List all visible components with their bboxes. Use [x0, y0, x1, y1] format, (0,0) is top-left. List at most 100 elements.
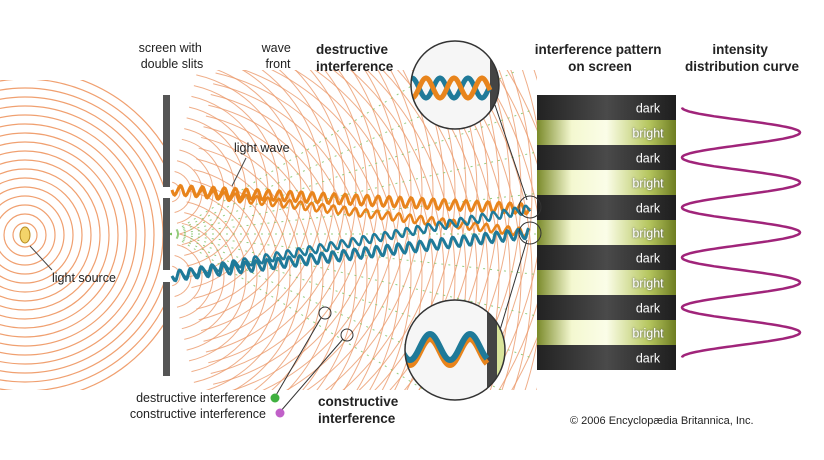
wave-arc [270, 70, 401, 390]
band-label: bright [632, 327, 664, 341]
wave-arc [324, 70, 423, 390]
wave-arc [467, 70, 533, 390]
zoom-screen [490, 41, 499, 129]
label-line: destructive [316, 42, 389, 57]
wave-arc [200, 136, 313, 390]
label-line: interference [316, 59, 394, 74]
wave-arc [193, 169, 280, 383]
band-label: dark [636, 352, 661, 366]
teal-wave [405, 330, 490, 364]
wave-arc [332, 70, 434, 390]
legend-dot [270, 393, 280, 403]
wave-arc [196, 158, 291, 390]
zoom-circle [404, 299, 506, 401]
wave-arc [472, 70, 533, 390]
node-line [170, 110, 530, 235]
wave-arc [453, 70, 522, 390]
teal-wave [170, 227, 531, 283]
label-line: double slits [141, 57, 204, 71]
wave-arc [358, 70, 445, 390]
zoom-circle [410, 40, 500, 130]
wave-arc [203, 126, 324, 390]
wave-arc [208, 70, 346, 364]
light-waves [170, 183, 532, 283]
band-label: dark [636, 252, 661, 266]
bright-band [537, 120, 676, 145]
wave-arc [172, 265, 181, 287]
label-line: on screen [568, 59, 632, 74]
zoom-screen [487, 300, 497, 400]
bright-band [537, 320, 676, 345]
band-label: bright [632, 177, 664, 191]
wave-arc [198, 147, 302, 390]
wave-arc [459, 70, 522, 390]
dark-band [537, 295, 676, 320]
wave-arc [0, 195, 65, 275]
label: destructive interference [316, 42, 394, 74]
wave-arc [314, 70, 423, 390]
wave-arc [242, 70, 390, 390]
detail-circle [340, 328, 354, 342]
legend-label: destructive interference [136, 391, 266, 405]
band-label: dark [636, 152, 661, 166]
node-line [170, 70, 439, 235]
wave-arc [213, 83, 368, 390]
zoom-bg [411, 41, 499, 129]
wave-arc [374, 70, 456, 390]
detail-circle [518, 221, 542, 245]
wave-arc [0, 87, 163, 383]
label: screen with double slits [139, 41, 206, 71]
legend-label: constructive interference [130, 407, 266, 421]
wave-arc [179, 233, 214, 319]
wave-arc [176, 244, 203, 308]
label-line: wave [261, 41, 291, 55]
wave-arc [342, 70, 434, 390]
label-line: distribution curve [685, 59, 800, 74]
label-line: constructive [318, 394, 399, 409]
node-line [170, 233, 537, 317]
bright-band [537, 170, 676, 195]
teal-wave [170, 204, 532, 281]
wave-arc [0, 141, 119, 329]
legend-dot [275, 408, 285, 418]
wave-arc [432, 70, 500, 390]
orange-wave [411, 75, 493, 101]
slit-screen [163, 282, 170, 376]
dark-band [537, 145, 676, 170]
label: wave front [261, 41, 295, 71]
wave-arc [396, 70, 478, 390]
label-line: screen with [139, 41, 202, 55]
band-label: dark [636, 202, 661, 216]
band-label: bright [632, 127, 664, 141]
wave-arc [3, 213, 47, 257]
wave-arc [213, 70, 368, 385]
wave-arc [0, 114, 146, 356]
slit-screen [163, 198, 170, 270]
wave-arc [0, 168, 92, 302]
wave-arc [0, 132, 128, 338]
wave-arc [425, 70, 500, 390]
wave-arc [0, 186, 74, 284]
zoom-destructive [411, 41, 499, 129]
detail-circle [318, 306, 332, 320]
leader-line [231, 157, 247, 187]
dark-band [537, 345, 676, 370]
leader-line [499, 239, 528, 331]
wave-arc [445, 70, 511, 390]
leader-line [274, 317, 322, 398]
wave-arc [0, 105, 155, 365]
pattern-screen: dark bright dark bright dark bright dark bright… [537, 95, 676, 370]
zoom-bright [497, 300, 505, 400]
bright-band [537, 270, 676, 295]
wave-arc [0, 204, 56, 266]
wave-arc [389, 70, 467, 390]
band-label: bright [632, 277, 664, 291]
label: constructive interference [318, 394, 402, 426]
wave-arc [349, 70, 445, 390]
wave-arc [0, 123, 137, 347]
label: interference pattern on screen [535, 42, 666, 74]
wave-arc [181, 222, 225, 330]
wave-arc [262, 70, 390, 390]
bright-band [537, 220, 676, 245]
